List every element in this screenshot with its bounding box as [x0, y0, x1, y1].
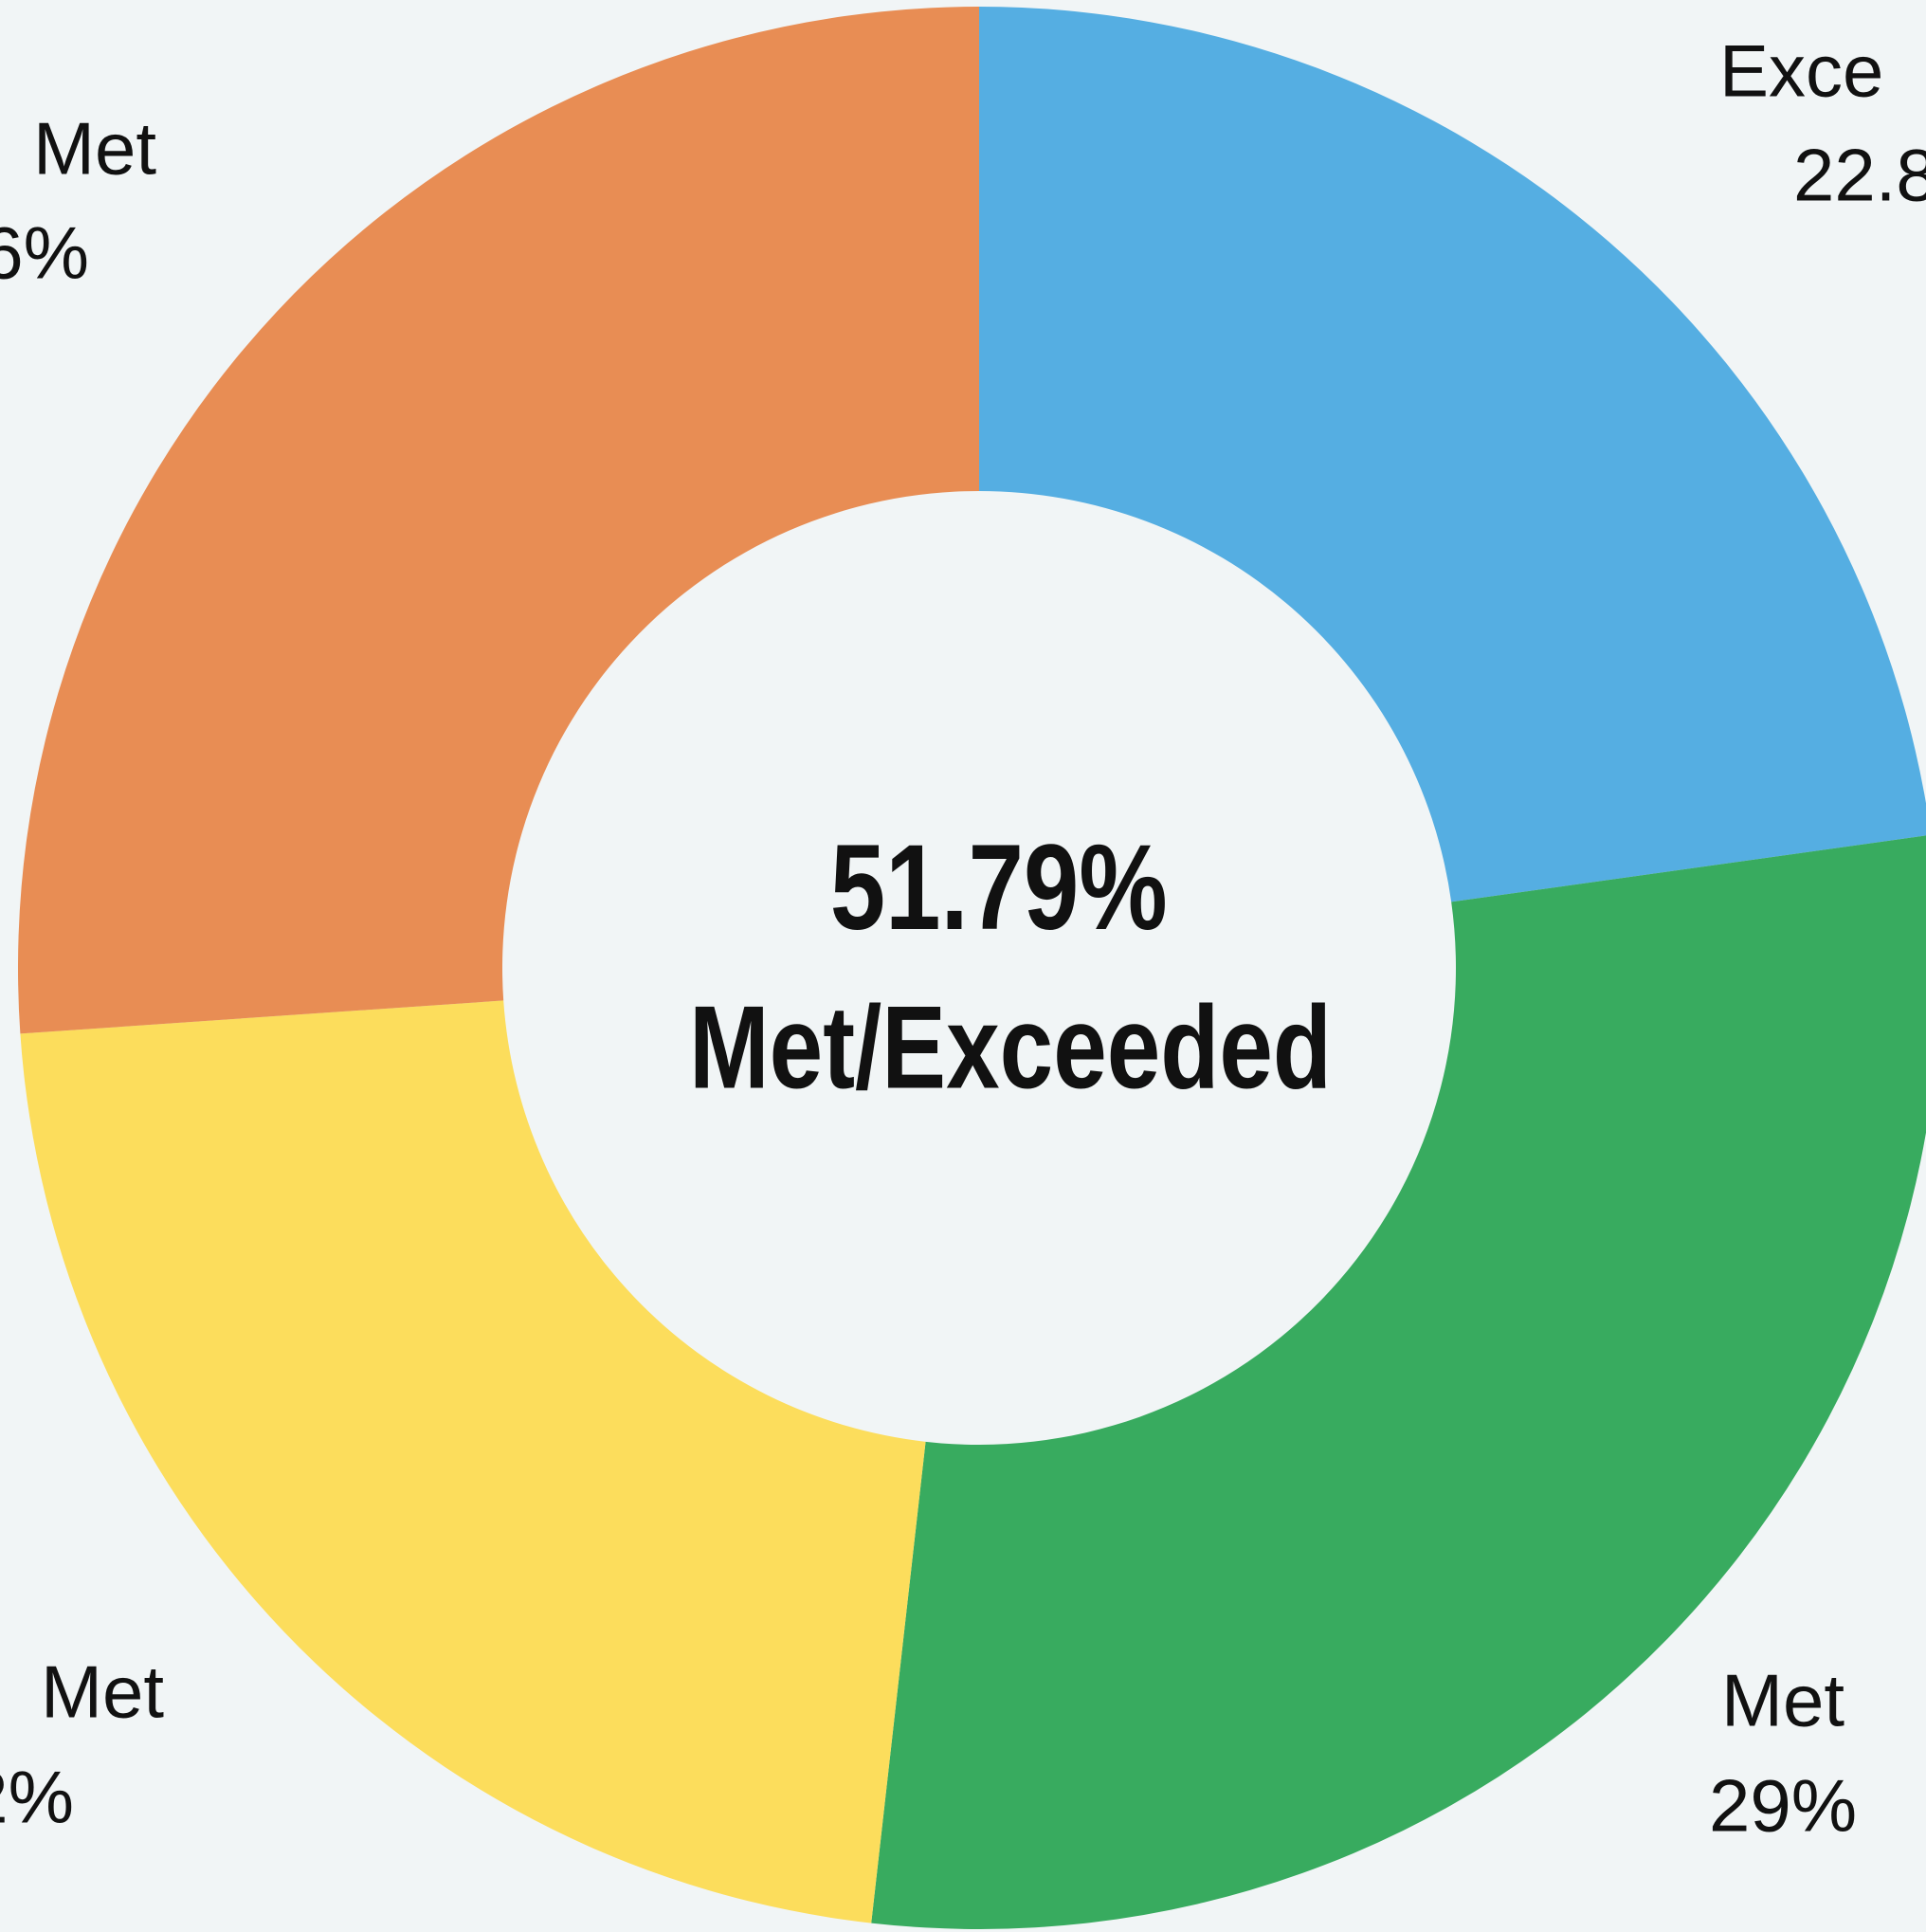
slice-label: Met: [41, 1650, 164, 1734]
slices: [17, 7, 1926, 1929]
slice-value-label: 2%: [0, 1756, 74, 1839]
slice-value-label: 29%: [1709, 1764, 1857, 1848]
slice: [979, 7, 1926, 902]
slice-label: Met: [1721, 1659, 1844, 1742]
slice-label: Exce: [1719, 29, 1883, 113]
slice: [17, 7, 979, 1034]
center-value: 51.79%: [830, 819, 1168, 955]
slice-value-label: 22.8: [1793, 134, 1926, 217]
center-label: Met/Exceeded: [689, 982, 1332, 1114]
slice: [871, 835, 1926, 1929]
slice-label: Met: [33, 107, 156, 191]
slice: [20, 1000, 926, 1923]
slice-value-label: 6%: [0, 211, 89, 295]
